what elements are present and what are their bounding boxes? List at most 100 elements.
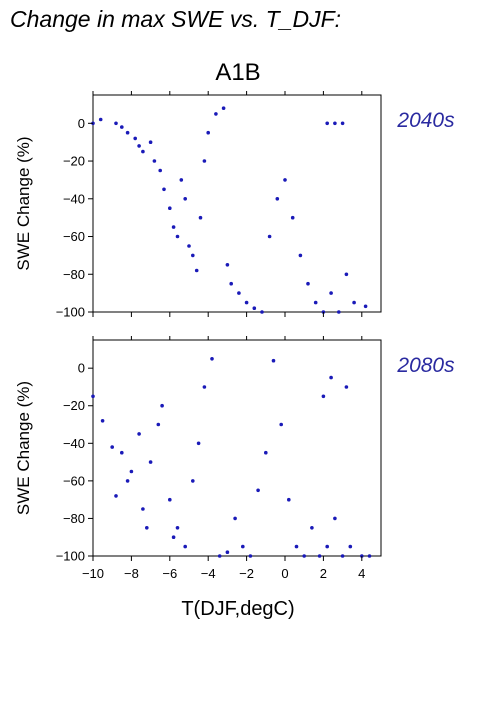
data-point — [340, 121, 345, 126]
scatter-panel-2040s: 0 −20 −40 −60 −80 −100 SWE Change (%) 2040s — [14, 91, 455, 320]
x-tick-label: −10 — [82, 566, 104, 581]
data-point — [252, 306, 257, 311]
data-point — [198, 215, 203, 220]
figure-title: Change in max SWE vs. T_DJF: — [10, 6, 341, 32]
y-tick-label: 0 — [78, 361, 85, 376]
data-point — [114, 121, 118, 126]
data-point — [329, 375, 333, 380]
plot-frame — [92, 94, 382, 313]
y-tick-label: −100 — [56, 305, 85, 320]
x-axis-title: T(DJF,degC) — [181, 598, 294, 620]
data-point — [317, 554, 322, 558]
data-point — [171, 535, 176, 539]
data-point — [171, 225, 176, 229]
data-point — [256, 488, 260, 493]
data-point — [221, 106, 226, 110]
y-tick-label: −100 — [56, 549, 85, 564]
data-point — [363, 304, 368, 309]
data-point — [152, 159, 157, 163]
data-point — [352, 300, 356, 305]
data-point — [275, 197, 280, 201]
y-tick-label: −60 — [63, 229, 85, 244]
plot-frame — [92, 339, 382, 557]
data-point — [367, 554, 372, 558]
data-point — [333, 516, 337, 521]
y-tick-label: −80 — [63, 511, 85, 526]
data-point — [294, 544, 299, 549]
data-point — [175, 234, 180, 239]
x-tick-label: 4 — [358, 566, 365, 581]
data-point — [148, 140, 153, 144]
data-point — [325, 544, 330, 549]
data-point — [217, 554, 222, 558]
data-point — [175, 526, 180, 530]
data-point — [133, 136, 137, 141]
data-point — [162, 187, 166, 192]
data-point — [244, 300, 249, 305]
data-point — [191, 253, 195, 258]
data-point — [145, 526, 149, 530]
data-point — [298, 253, 303, 258]
data-point — [202, 385, 207, 389]
data-point — [141, 507, 145, 511]
data-point — [120, 125, 124, 129]
x-tick-label: −4 — [201, 566, 216, 581]
data-point — [337, 310, 341, 314]
x-tick-label: 2 — [320, 566, 327, 581]
data-point — [214, 112, 218, 116]
data-point — [129, 469, 134, 474]
data-point — [260, 310, 264, 314]
data-point — [196, 441, 201, 446]
data-point — [283, 178, 287, 182]
data-point — [329, 291, 333, 295]
y-tick-label: 0 — [78, 116, 85, 131]
data-point — [302, 554, 307, 558]
data-point — [290, 215, 295, 220]
data-point — [160, 403, 164, 408]
data-point — [267, 234, 272, 239]
data-point — [148, 460, 153, 464]
data-point — [158, 168, 162, 173]
data-point — [125, 479, 130, 483]
x-tick-label: −6 — [162, 566, 177, 581]
data-point — [194, 268, 199, 273]
y-tick-label: −20 — [63, 398, 85, 413]
y-tick-label: −40 — [63, 191, 85, 206]
data-point — [241, 544, 245, 549]
data-point — [225, 550, 230, 554]
data-point — [271, 358, 276, 363]
data-point — [237, 291, 241, 295]
data-point — [287, 497, 291, 502]
data-point — [325, 121, 330, 126]
data-point — [191, 479, 195, 483]
y-axis-title: SWE Change (%) — [14, 381, 33, 515]
data-point — [100, 419, 105, 423]
data-point — [344, 272, 349, 277]
data-point — [233, 516, 237, 521]
data-point — [91, 394, 95, 399]
data-point — [248, 554, 253, 558]
data-point — [210, 357, 214, 361]
data-point — [264, 450, 268, 455]
data-point — [141, 149, 145, 154]
data-point — [114, 494, 118, 498]
data-point — [344, 385, 349, 389]
data-point — [110, 445, 114, 449]
data-point — [168, 497, 172, 502]
period-label: 2080s — [396, 354, 455, 377]
data-point — [225, 263, 230, 267]
y-tick-label: −80 — [63, 267, 85, 282]
data-point — [183, 197, 187, 201]
data-point — [313, 300, 318, 305]
data-point — [187, 244, 191, 248]
x-tick-label: −2 — [239, 566, 254, 581]
data-point — [137, 144, 141, 148]
data-point — [229, 281, 233, 286]
data-point — [98, 117, 103, 122]
scenario-title: A1B — [215, 59, 260, 86]
data-point — [137, 432, 141, 436]
data-point — [310, 526, 314, 530]
y-tick-label: −60 — [63, 473, 85, 488]
